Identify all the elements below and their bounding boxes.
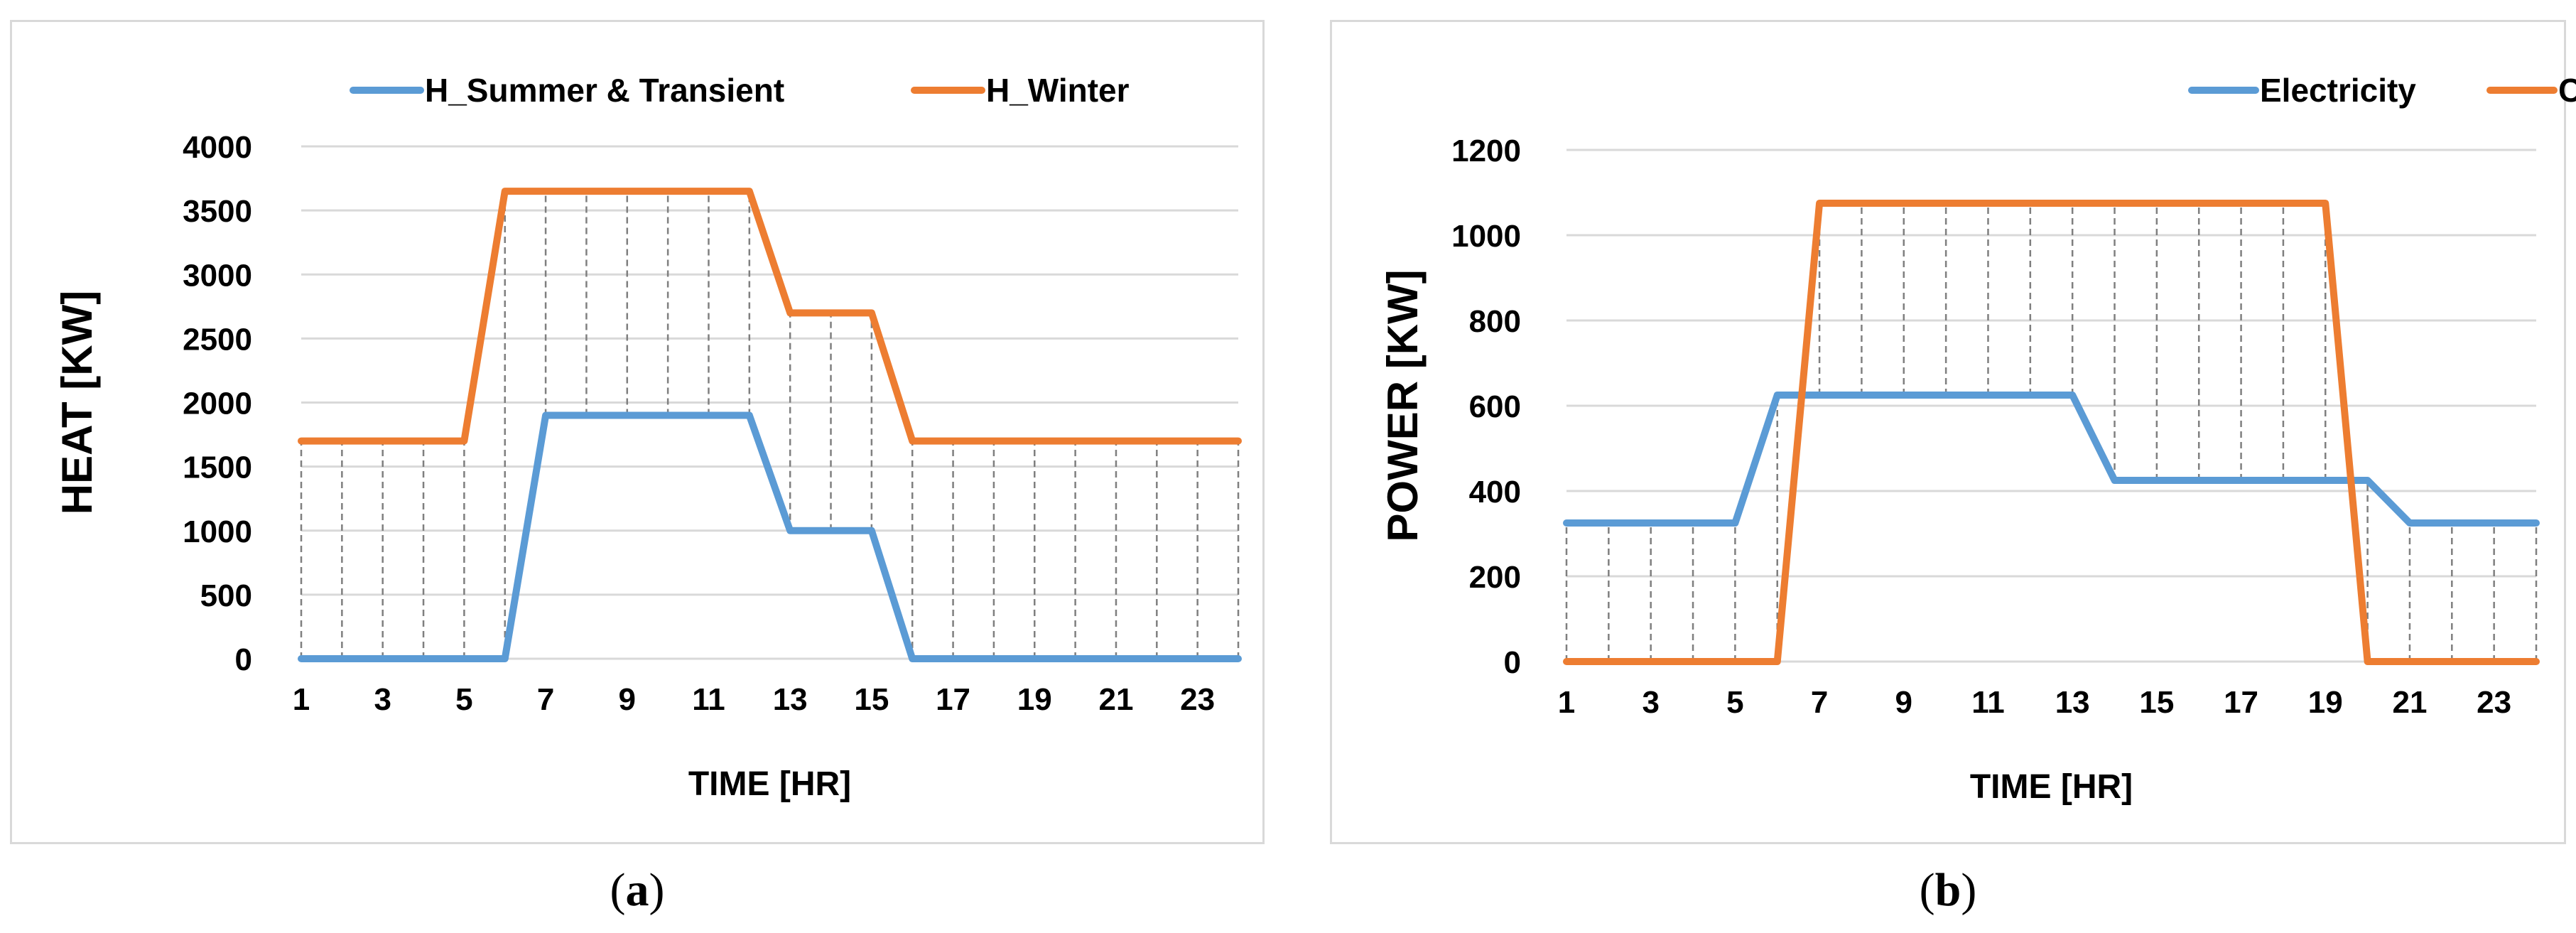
chart-b-x-tick-label: 13 [2055, 685, 2090, 720]
caption-a: (a) [610, 864, 665, 916]
chart-b-x-tick-label: 5 [1726, 685, 1743, 720]
chart-b-series-line-0 [1563, 392, 2540, 527]
chart-a-x-tick-label: 9 [619, 682, 636, 717]
chart-panel-b: 0 200 400 600 800 1000 1200 1 3 5 7 9 11 13 15 17 19 21 23… [1330, 20, 2576, 844]
chart-a-series-line-0 [298, 411, 1242, 662]
chart-a-x-tick-label: 17 [936, 682, 970, 717]
chart-a-x-tick-label: 19 [1017, 682, 1052, 717]
chart-a-x-tick-label: 3 [374, 682, 391, 717]
chart-b-x-axis-label: TIME [HR] [1970, 768, 2133, 806]
chart-a-series-line-1 [298, 188, 1242, 445]
caption-b: (b) [1919, 864, 1977, 916]
chart-b-x-tick-label: 3 [1642, 685, 1659, 720]
chart-b-x-tick-label: 21 [2392, 685, 2427, 720]
chart-b-x-tick-label: 19 [2308, 685, 2343, 720]
chart-a-y-tick-label: 0 [235, 642, 252, 677]
caption-a-label: a [625, 864, 649, 916]
chart-a-x-tick-label: 21 [1098, 682, 1133, 717]
chart-b-x-tick-label: 23 [2477, 685, 2511, 720]
chart-a-y-tick-label: 3500 [183, 194, 252, 229]
chart-b-y-tick-label: 200 [1469, 560, 1521, 595]
chart-a-y-tick-labels: 0 500 1000 1500 2000 2500 3000 3500 4000 [183, 130, 252, 677]
chart-b-y-tick-label: 1200 [1451, 134, 1521, 168]
chart-a-y-tick-label: 2000 [183, 387, 252, 421]
chart-b-y-tick-label: 0 [1504, 645, 1521, 680]
chart-a-x-tick-label: 11 [692, 682, 725, 717]
chart-a-y-tick-label: 2500 [183, 322, 252, 357]
chart-a-x-axis-label: TIME [HR] [688, 765, 851, 803]
chart-b-x-tick-label: 11 [1971, 685, 2005, 720]
chart-b-y-tick-label: 800 [1469, 304, 1521, 339]
chart-panel-a: 0 500 1000 1500 2000 2500 3000 3500 4000 1 3 5 7 9 11 1… [10, 20, 1265, 844]
chart-b-series-line-1 [1563, 200, 2540, 665]
chart-a-x-tick-labels: 1 3 5 7 9 11 13 15 17 19 21 23 [293, 682, 1215, 717]
chart-b-x-tick-label: 17 [2224, 685, 2258, 720]
chart-a-legend: H_Summer & Transient H_Winter [350, 72, 1130, 109]
chart-a-x-tick-label: 1 [293, 682, 310, 717]
chart-b-y-tick-label: 1000 [1451, 219, 1521, 254]
chart-b-legend: Electricity Cooling [2188, 72, 2576, 109]
caption-b-label: b [1934, 864, 1961, 916]
chart-b-y-tick-label: 400 [1469, 475, 1521, 509]
chart-b-x-tick-label: 1 [1558, 685, 1575, 720]
chart-a-x-tick-label: 15 [854, 682, 889, 717]
chart-a-y-tick-label: 1500 [183, 451, 252, 485]
chart-a-x-tick-label: 23 [1180, 682, 1215, 717]
chart-b-legend-label-1: Cooling [2558, 72, 2576, 109]
chart-a-y-tick-label: 1000 [183, 514, 252, 549]
chart-a-y-axis-label: HEAT [KW] [53, 291, 101, 514]
chart-a-gridlines [301, 145, 1238, 596]
chart-a-drop-lines [300, 191, 1240, 659]
chart-b-x-tick-label: 7 [1811, 685, 1828, 720]
chart-b-x-tick-label: 9 [1895, 685, 1912, 720]
chart-b-y-tick-labels: 0 200 400 600 800 1000 1200 [1451, 134, 1521, 680]
chart-b-x-tick-label: 15 [2139, 685, 2174, 720]
chart-a-y-tick-label: 500 [200, 578, 252, 613]
chart-a-legend-label-0: H_Summer & Transient [425, 72, 784, 109]
chart-b-gridlines [1566, 149, 2536, 578]
chart-a-y-tick-label: 3000 [183, 258, 252, 293]
chart-b-x-tick-labels: 1 3 5 7 9 11 13 15 17 19 21 23 [1558, 685, 2511, 720]
chart-b-legend-label-0: Electricity [2260, 72, 2416, 109]
chart-a-legend-label-1: H_Winter [986, 72, 1130, 109]
chart-a-x-tick-label: 13 [773, 682, 808, 717]
chart-b-drop-lines [1565, 203, 2538, 662]
chart-b-y-tick-label: 600 [1469, 389, 1521, 424]
chart-a-x-tick-label: 7 [537, 682, 554, 717]
chart-a-y-tick-label: 4000 [183, 130, 252, 165]
chart-a-x-tick-label: 5 [455, 682, 472, 717]
chart-b-y-axis-label: POWER [KW] [1379, 269, 1427, 541]
